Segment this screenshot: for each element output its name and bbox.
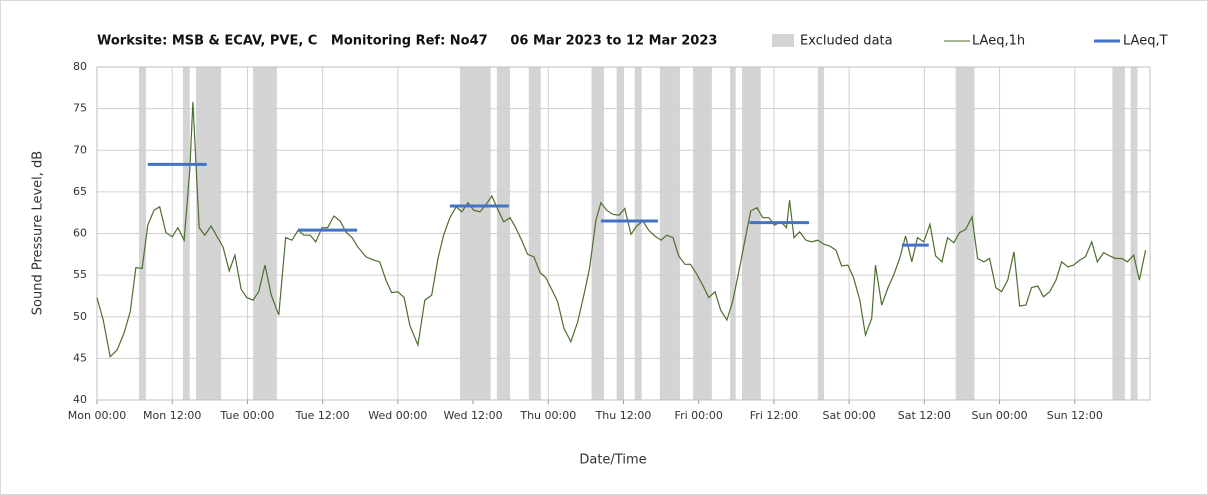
legend: Excluded data LAeq,1h LAeq,T [772,34,1168,49]
x-tick-label: Tue 00:00 [219,409,274,422]
x-tick-label: Sat 00:00 [823,409,876,422]
x-tick-label: Mon 00:00 [68,409,126,422]
y-tick-label: 45 [73,351,87,364]
x-tick-label: Fri 00:00 [675,409,723,422]
y-tick-label: 70 [73,143,87,156]
legend-swatch [772,34,794,47]
x-tick-label: Thu 12:00 [595,409,652,422]
y-tick-label: 40 [73,393,87,406]
legend-label: Excluded data [800,34,893,49]
y-tick-label: 55 [73,268,87,281]
y-tick-label: 50 [73,310,87,323]
x-tick-label: Sat 12:00 [898,409,951,422]
y-tick-label: 75 [73,102,87,115]
x-axis-title: Date/Time [579,453,646,468]
y-tick-label: 65 [73,185,87,198]
legend-label: LAeq,T [1123,34,1168,49]
x-tick-label: Sun 12:00 [1047,409,1103,422]
plot-border [96,66,1151,401]
y-tick-label: 60 [73,227,87,240]
x-tick-label: Thu 00:00 [519,409,576,422]
x-tick-label: Wed 00:00 [368,409,427,422]
x-tick-label: Tue 12:00 [295,409,350,422]
legend-label: LAeq,1h [972,34,1025,49]
x-tick-label: Fri 12:00 [750,409,798,422]
y-axis-title: Sound Pressure Level, dB [31,151,46,315]
x-tick-label: Sun 00:00 [972,409,1028,422]
x-tick-label: Mon 12:00 [143,409,201,422]
y-tick-label: 80 [73,60,87,73]
data-line [96,101,1147,358]
plot-area [96,66,1151,404]
chart-title: Worksite: MSB & ECAV, PVE, C Monitoring … [97,34,717,49]
x-tick-label: Wed 12:00 [443,409,502,422]
